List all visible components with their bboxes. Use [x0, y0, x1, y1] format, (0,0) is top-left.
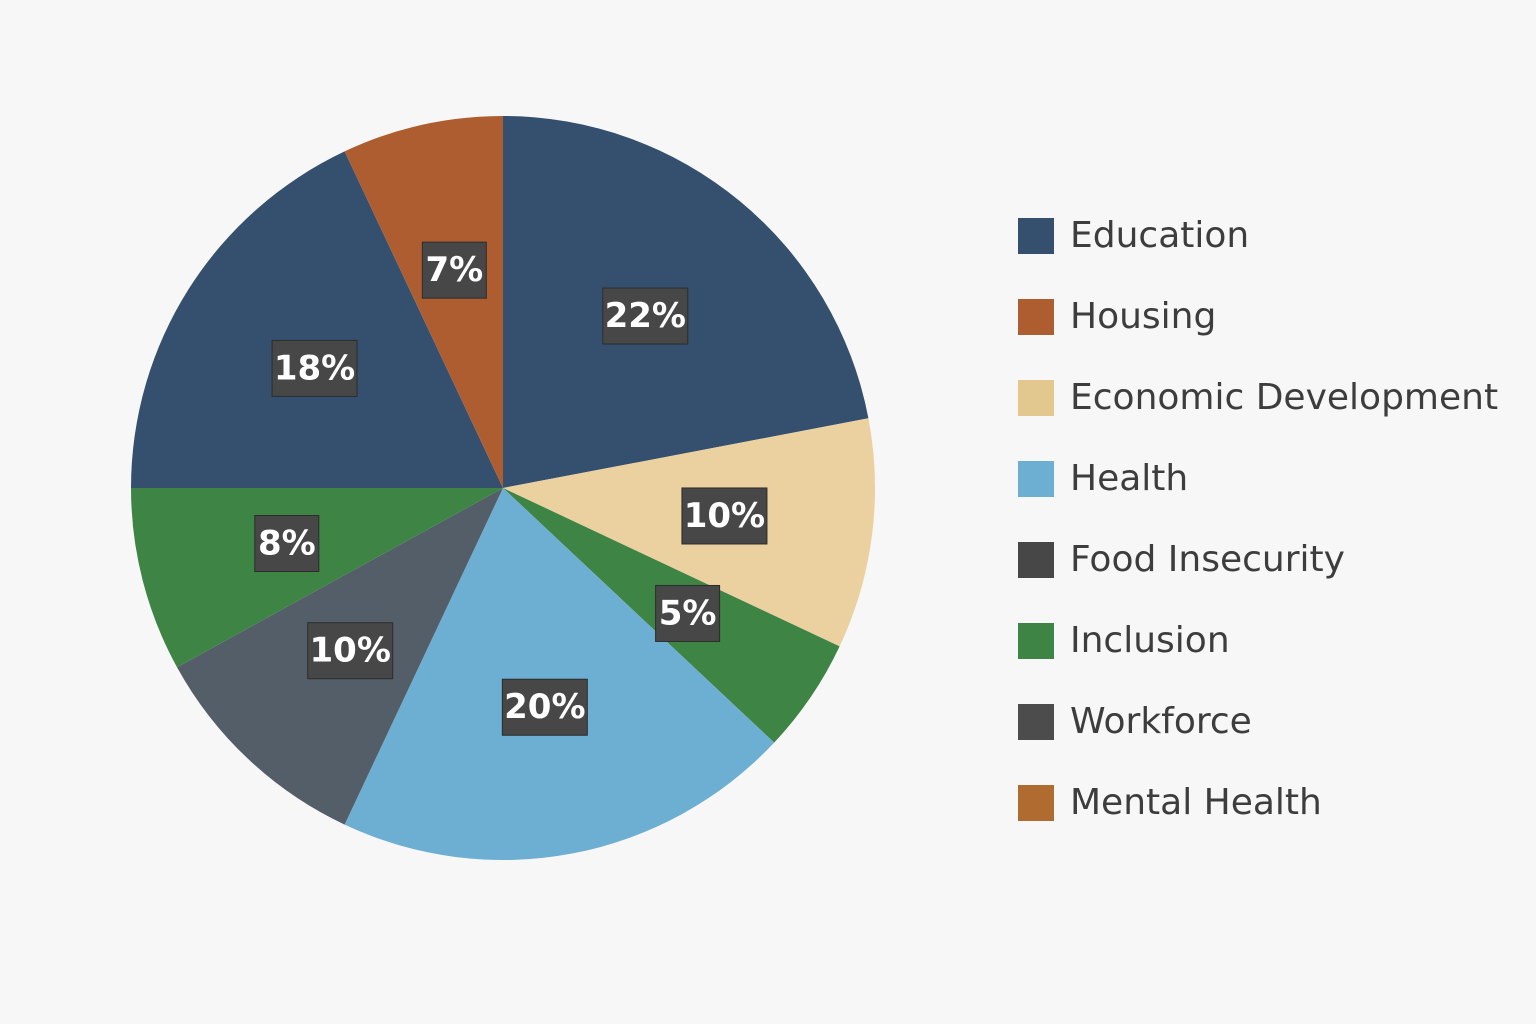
slice-label-box	[681, 487, 768, 545]
legend-item: Education	[1018, 195, 1518, 276]
slice-label: 8%	[254, 515, 320, 573]
pie-chart: 22% 10% 5% 20% 10% 8% 18% 7%	[131, 116, 875, 860]
slice-label-box	[307, 622, 394, 680]
legend-swatch	[1018, 379, 1054, 416]
slice-label-text: 10%	[310, 631, 391, 671]
legend-swatch	[1018, 703, 1054, 740]
slice-label-box	[655, 584, 721, 642]
slice-label-text: 20%	[504, 687, 585, 727]
legend-swatch	[1018, 217, 1054, 254]
legend-label: Education	[1070, 215, 1250, 256]
legend-item: Food Insecurity	[1018, 519, 1518, 600]
slice-label-text: 22%	[605, 296, 686, 336]
slice-label-text: 8%	[258, 524, 316, 564]
legend-label: Food Insecurity	[1070, 539, 1345, 580]
pie-slice-labels: 22% 10% 5% 20% 10% 8% 18% 7%	[254, 241, 768, 736]
legend-swatch	[1018, 460, 1054, 497]
slice-label: 10%	[681, 487, 768, 545]
pie-slice-housing	[344, 116, 503, 488]
slice-label-text: 5%	[659, 593, 717, 633]
legend-label: Economic Development	[1070, 377, 1499, 418]
pie-slices	[131, 116, 875, 860]
pie-slice-health	[344, 488, 775, 860]
slice-label: 22%	[602, 287, 689, 345]
pie-slice-inclusion	[131, 488, 503, 668]
legend-item: Workforce	[1018, 681, 1518, 762]
legend-swatch	[1018, 541, 1054, 578]
legend-item: Housing	[1018, 276, 1518, 357]
legend: Education Housing Economic Development H…	[1018, 195, 1518, 843]
legend-label: Workforce	[1070, 701, 1252, 742]
legend-label: Health	[1070, 458, 1189, 499]
pie-slice-education	[131, 151, 503, 488]
slice-label-text: 7%	[425, 250, 483, 290]
legend-label: Mental Health	[1070, 782, 1322, 823]
legend-label: Housing	[1070, 296, 1217, 337]
slice-label: 10%	[307, 622, 394, 680]
slice-label-box	[501, 678, 588, 736]
slice-label-box	[602, 287, 689, 345]
slice-label-box	[271, 339, 358, 397]
legend-item: Mental Health	[1018, 762, 1518, 843]
legend-item: Health	[1018, 438, 1518, 519]
slice-label: 5%	[655, 584, 721, 642]
legend-swatch	[1018, 622, 1054, 659]
slice-label: 7%	[421, 241, 487, 299]
slice-label: 20%	[501, 678, 588, 736]
slice-label-box	[421, 241, 487, 299]
legend-label: Inclusion	[1070, 620, 1230, 661]
slice-label-text: 18%	[274, 348, 355, 388]
legend-swatch	[1018, 298, 1054, 335]
slice-label-box	[254, 515, 320, 573]
slice-label-text: 10%	[684, 496, 765, 536]
legend-item: Economic Development	[1018, 357, 1518, 438]
slice-label: 18%	[271, 339, 358, 397]
legend-item: Inclusion	[1018, 600, 1518, 681]
legend-swatch	[1018, 784, 1054, 821]
